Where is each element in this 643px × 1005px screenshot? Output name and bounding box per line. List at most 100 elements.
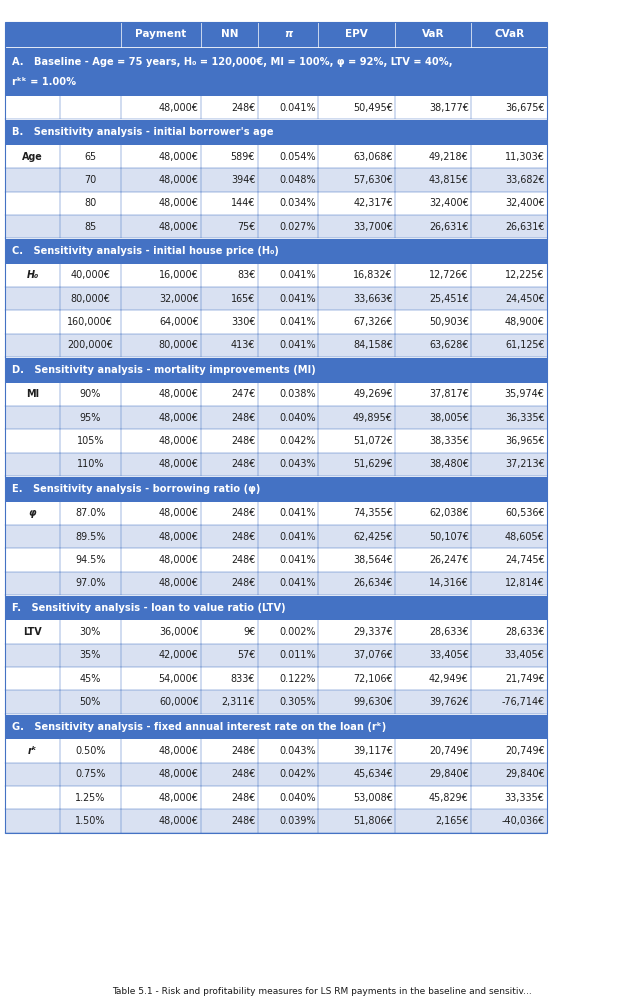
Text: 26,631€: 26,631€ (430, 221, 469, 231)
Text: H₀: H₀ (26, 270, 39, 280)
Bar (5, 429, 547, 452)
Text: 26,631€: 26,631€ (505, 221, 545, 231)
Text: 11,303€: 11,303€ (505, 152, 545, 162)
Text: 57,630€: 57,630€ (353, 175, 393, 185)
Bar (5, 406, 547, 429)
Text: 36,675€: 36,675€ (505, 103, 545, 113)
Text: 48,000€: 48,000€ (159, 746, 199, 756)
Text: 48,605€: 48,605€ (505, 532, 545, 542)
Text: 38,005€: 38,005€ (429, 413, 469, 423)
Text: 1.50%: 1.50% (75, 816, 105, 826)
Text: 35,974€: 35,974€ (505, 389, 545, 399)
Text: 248€: 248€ (231, 103, 255, 113)
Text: 40,000€: 40,000€ (70, 270, 111, 280)
Text: rᵏ: rᵏ (28, 746, 37, 756)
Text: 65: 65 (84, 152, 96, 162)
Text: 16,832€: 16,832€ (353, 270, 393, 280)
Text: 38,177€: 38,177€ (429, 103, 469, 113)
Text: 26,247€: 26,247€ (430, 555, 469, 565)
Text: 74,355€: 74,355€ (353, 509, 393, 519)
Text: 0.75%: 0.75% (75, 770, 105, 779)
Text: 9€: 9€ (243, 627, 255, 637)
Bar (5, 215, 547, 238)
Text: rᵏᵏ = 1.00%: rᵏᵏ = 1.00% (12, 77, 76, 87)
Text: 70: 70 (84, 175, 96, 185)
Text: 24,745€: 24,745€ (505, 555, 545, 565)
Bar (5, 334, 547, 357)
Text: A.   Baseline - Age = 75 years, H₀ = 120,000€, MI = 100%, φ = 92%, LTV = 40%,: A. Baseline - Age = 75 years, H₀ = 120,0… (12, 56, 452, 66)
Text: 20,749€: 20,749€ (429, 746, 469, 756)
Bar (5, 595, 547, 620)
Bar (5, 145, 547, 168)
Text: 67,326€: 67,326€ (354, 318, 393, 327)
Text: 28,633€: 28,633€ (505, 627, 545, 637)
Text: 0.039%: 0.039% (279, 816, 316, 826)
Text: 45,829€: 45,829€ (429, 793, 469, 803)
Bar (5, 22, 547, 832)
Text: 1.25%: 1.25% (75, 793, 105, 803)
Text: 25,451€: 25,451€ (429, 293, 469, 304)
Text: 48,000€: 48,000€ (159, 578, 199, 588)
Text: 48,000€: 48,000€ (159, 793, 199, 803)
Text: 45%: 45% (80, 673, 101, 683)
Bar (5, 95, 547, 120)
Text: B.   Sensitivity analysis - initial borrower's age: B. Sensitivity analysis - initial borrow… (12, 127, 273, 137)
Text: 72,106€: 72,106€ (353, 673, 393, 683)
Bar (5, 786, 547, 809)
Text: 24,450€: 24,450€ (505, 293, 545, 304)
Text: 42,949€: 42,949€ (429, 673, 469, 683)
Text: 2,311€: 2,311€ (222, 697, 255, 708)
Text: 0.041%: 0.041% (279, 318, 316, 327)
Text: 0.041%: 0.041% (279, 341, 316, 351)
Text: 160,000€: 160,000€ (68, 318, 113, 327)
Text: 21,749€: 21,749€ (505, 673, 545, 683)
Text: 248€: 248€ (231, 793, 255, 803)
Text: 90%: 90% (80, 389, 101, 399)
Bar (5, 714, 547, 740)
Text: 0.040%: 0.040% (279, 413, 316, 423)
Text: 80: 80 (84, 198, 96, 208)
Text: 36,000€: 36,000€ (159, 627, 199, 637)
Text: 247€: 247€ (231, 389, 255, 399)
Text: 248€: 248€ (231, 770, 255, 779)
Text: 85: 85 (84, 221, 96, 231)
Text: 48,000€: 48,000€ (159, 436, 199, 446)
Text: 248€: 248€ (231, 459, 255, 469)
Text: E.   Sensitivity analysis - borrowing ratio (φ): E. Sensitivity analysis - borrowing rati… (12, 483, 260, 493)
Text: 0.041%: 0.041% (279, 555, 316, 565)
Text: 43,815€: 43,815€ (429, 175, 469, 185)
Text: 29,337€: 29,337€ (353, 627, 393, 637)
Text: 48,000€: 48,000€ (159, 389, 199, 399)
Text: 49,269€: 49,269€ (353, 389, 393, 399)
Text: 248€: 248€ (231, 816, 255, 826)
Text: 51,806€: 51,806€ (353, 816, 393, 826)
Text: 62,038€: 62,038€ (429, 509, 469, 519)
Text: 33,663€: 33,663€ (353, 293, 393, 304)
Bar (5, 644, 547, 667)
Text: 84,158€: 84,158€ (353, 341, 393, 351)
Text: 0.054%: 0.054% (279, 152, 316, 162)
Text: 165€: 165€ (231, 293, 255, 304)
Text: 63,068€: 63,068€ (353, 152, 393, 162)
Text: 0.305%: 0.305% (279, 697, 316, 708)
Text: 12,726€: 12,726€ (430, 270, 469, 280)
Text: φ: φ (29, 509, 36, 519)
Bar (5, 667, 547, 690)
Text: 64,000€: 64,000€ (159, 318, 199, 327)
Text: 20,749€: 20,749€ (505, 746, 545, 756)
Bar (5, 168, 547, 192)
Text: 33,405€: 33,405€ (429, 650, 469, 660)
Text: EPV: EPV (345, 29, 368, 39)
Bar (5, 46, 547, 96)
Text: 48,000€: 48,000€ (159, 103, 199, 113)
Text: 36,965€: 36,965€ (505, 436, 545, 446)
Text: 248€: 248€ (231, 509, 255, 519)
Text: 48,000€: 48,000€ (159, 532, 199, 542)
Text: 60,000€: 60,000€ (159, 697, 199, 708)
Text: 33,335€: 33,335€ (505, 793, 545, 803)
Text: 0.041%: 0.041% (279, 578, 316, 588)
Text: NN: NN (221, 29, 239, 39)
Text: 413€: 413€ (231, 341, 255, 351)
Text: 89.5%: 89.5% (75, 532, 105, 542)
Text: 48,000€: 48,000€ (159, 198, 199, 208)
